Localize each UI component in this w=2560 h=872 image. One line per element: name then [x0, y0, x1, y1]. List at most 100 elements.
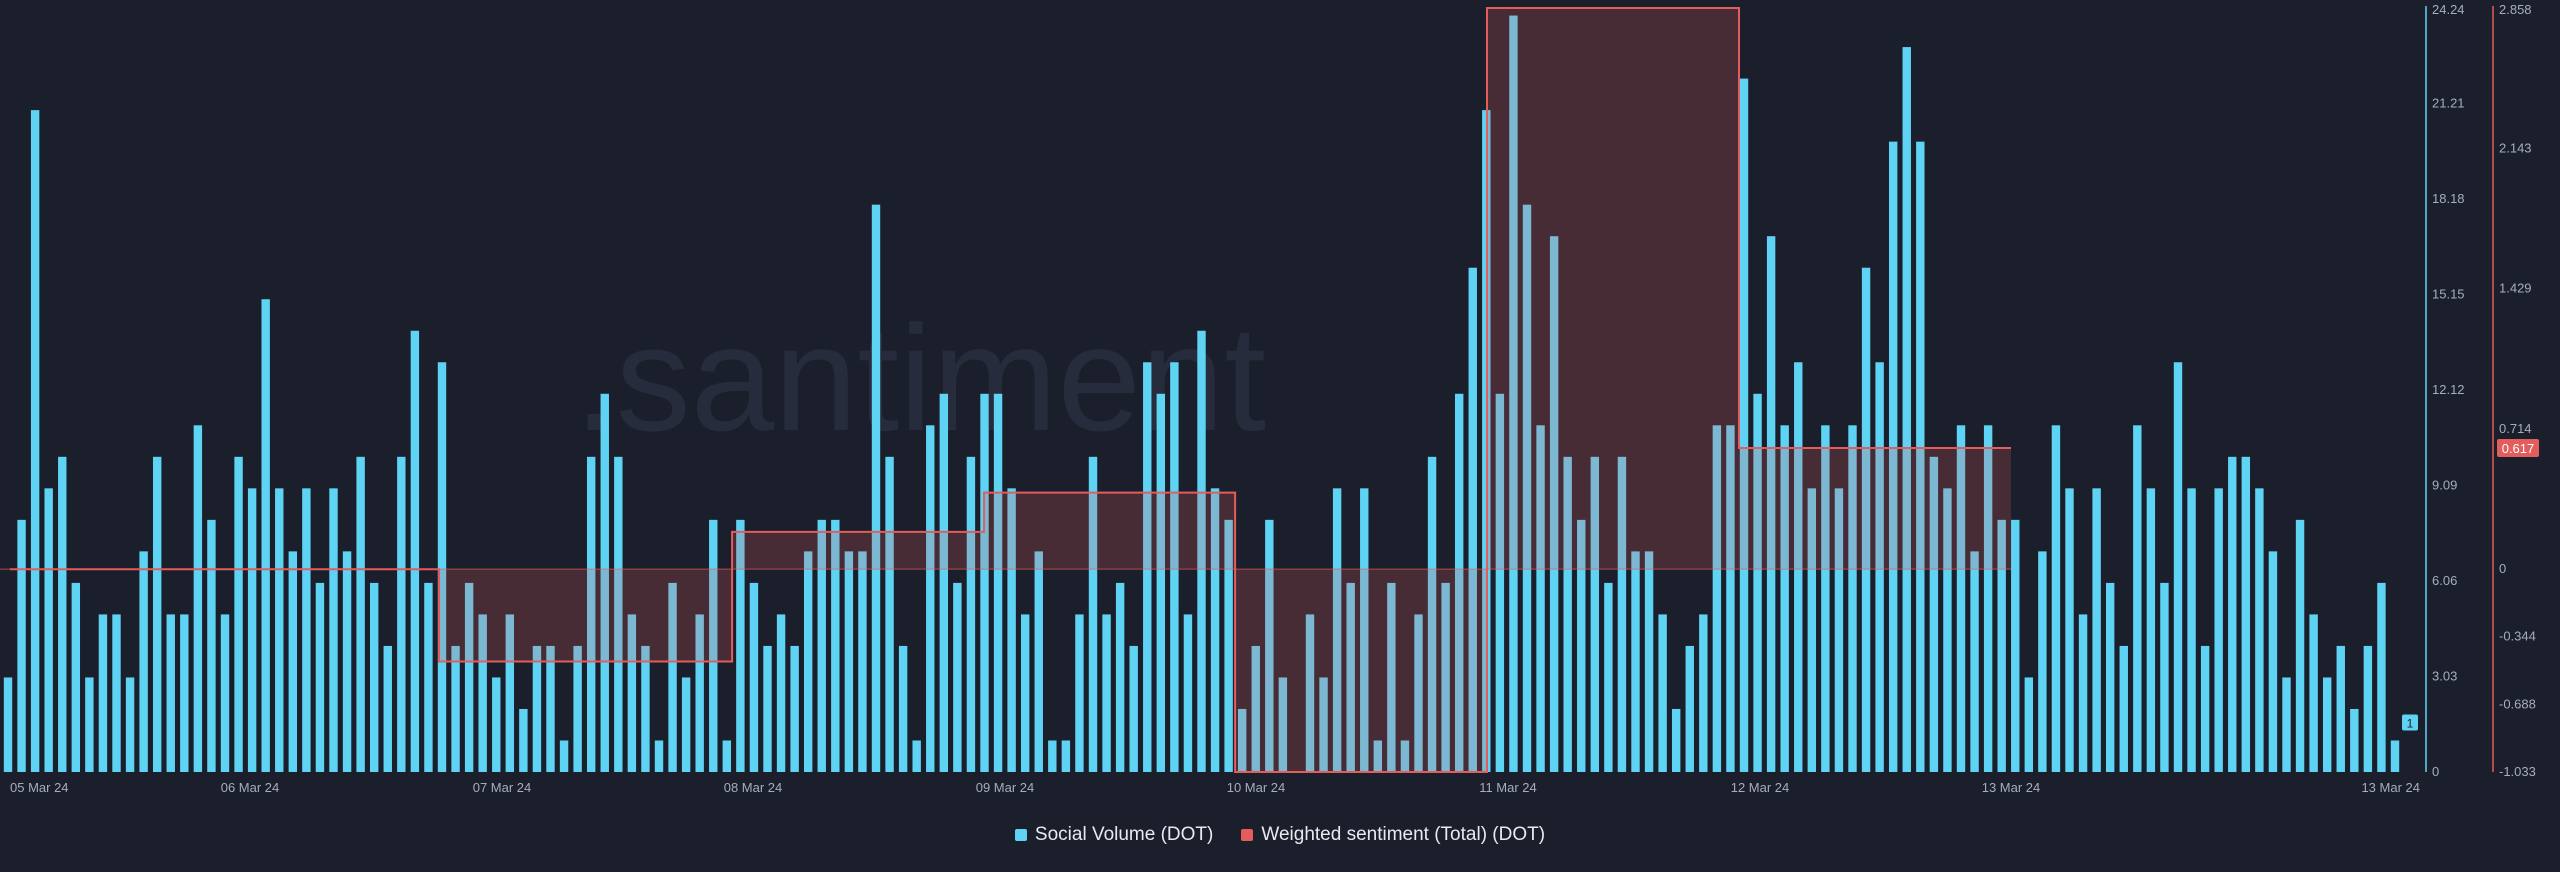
- social-volume-bar: [953, 582, 962, 772]
- social-volume-bar: [912, 740, 921, 772]
- social-volume-last-value: 1: [2407, 716, 2414, 730]
- social-volume-bar: [1197, 330, 1206, 772]
- social-volume-bar: [1726, 425, 1735, 772]
- sentiment-area: [10, 8, 2011, 772]
- social-volume-bar: [1400, 740, 1410, 772]
- social-volume-bar: [44, 488, 53, 772]
- legend-label-weighted-sentiment: Weighted sentiment (Total) (DOT): [1261, 824, 1546, 845]
- social-volume-bar: [220, 614, 230, 772]
- legend: Social Volume (DOT) Weighted sentiment (…: [0, 820, 2560, 850]
- social-volume-bar: [247, 488, 257, 772]
- social-volume-bar: [1929, 456, 1939, 772]
- social-volume-bar: [1807, 488, 1817, 772]
- social-volume-bar: [2078, 614, 2088, 772]
- social-volume-bar: [1766, 236, 1776, 772]
- social-volume-bar: [2214, 488, 2223, 772]
- social-volume-bar: [1685, 645, 1694, 772]
- legend-item-social-volume[interactable]: Social Volume (DOT): [1014, 824, 1214, 846]
- legend-item-weighted-sentiment[interactable]: Weighted sentiment (Total) (DOT): [1241, 824, 1545, 846]
- social-volume-bar: [993, 393, 1003, 772]
- social-volume-bar: [1129, 645, 1138, 772]
- sentiment-tick-label: 2.858: [2499, 2, 2532, 17]
- social-volume-tick-label: 21.21: [2432, 96, 2465, 111]
- social-volume-bar: [844, 551, 854, 772]
- social-volume-bar: [627, 614, 637, 772]
- social-volume-bar: [1861, 267, 1871, 772]
- social-volume-bar: [1970, 551, 1979, 772]
- social-volume-bar: [302, 488, 311, 772]
- social-volume-bar: [85, 677, 94, 772]
- social-volume-bar: [1387, 582, 1396, 772]
- social-volume-bar: [2282, 677, 2291, 772]
- social-volume-bar: [1454, 393, 1464, 772]
- social-volume-bar: [2268, 551, 2278, 772]
- social-volume-bar: [1590, 456, 1600, 772]
- social-volume-tick-label: 6.06: [2432, 573, 2457, 588]
- social-volume-bar: [424, 582, 433, 772]
- social-volume-bar: [1115, 582, 1125, 772]
- social-volume-bar: [1061, 740, 1071, 772]
- social-volume-bar: [1753, 393, 1762, 772]
- social-volume-bar: [2255, 488, 2264, 772]
- social-volume-bar: [492, 677, 501, 772]
- x-axis-date-label: 09 Mar 24: [976, 780, 1035, 795]
- social-volume-bar: [709, 519, 718, 772]
- social-volume-bar: [858, 551, 867, 772]
- weighted-sentiment-swatch: [1241, 829, 1254, 841]
- social-volume-bar: [1373, 740, 1383, 772]
- social-volume-bar: [2377, 582, 2386, 772]
- social-volume-bar: [2241, 456, 2251, 772]
- social-volume-tick-label: 18.18: [2432, 191, 2465, 206]
- social-volume-bar: [1739, 78, 1749, 773]
- social-volume-bar: [831, 519, 840, 772]
- social-volume-bar: [180, 614, 189, 772]
- social-volume-bar: [1848, 425, 1857, 772]
- sentiment-tick-label: 2.143: [2499, 140, 2532, 155]
- social-volume-bar: [315, 582, 325, 772]
- sentiment-line: [10, 7, 2011, 773]
- social-volume-bar: [885, 456, 894, 772]
- social-volume-bar: [464, 582, 474, 772]
- social-volume-bar: [1834, 488, 1844, 772]
- social-volume-bar: [1549, 236, 1559, 772]
- x-axis-date-label: 12 Mar 24: [1731, 780, 1790, 795]
- sentiment-tick-label: 0.714: [2499, 421, 2532, 436]
- social-volume-bar: [1237, 708, 1247, 772]
- social-volume-bar: [1346, 582, 1355, 772]
- social-volume-bar: [600, 393, 609, 772]
- social-volume-bar: [1414, 614, 1423, 772]
- social-volume-bar: [1644, 551, 1654, 772]
- social-volume-bar: [749, 582, 759, 772]
- social-volume-bar: [695, 614, 704, 772]
- social-volume-bar: [397, 456, 406, 772]
- social-volume-bar: [939, 393, 949, 772]
- social-volume-bar: [1780, 425, 1789, 772]
- social-volume-bar: [1143, 362, 1152, 772]
- social-volume-bar: [1278, 677, 1288, 772]
- social-volume-bar: [2295, 519, 2305, 772]
- social-volume-bar: [2051, 425, 2061, 772]
- social-volume-bar: [1048, 740, 1057, 772]
- social-volume-bar: [2133, 425, 2142, 772]
- social-volume-bar: [166, 614, 175, 772]
- legend-label-social-volume: Social Volume (DOT): [1034, 824, 1214, 845]
- social-volume-bar: [532, 645, 542, 772]
- social-volume-bar: [152, 456, 162, 772]
- social-volume-bar: [790, 645, 799, 772]
- social-volume-bar: [2309, 614, 2318, 772]
- social-volume-bar: [112, 614, 121, 772]
- social-volume-bar: [451, 645, 460, 772]
- x-axis-date-label: 10 Mar 24: [1227, 780, 1286, 795]
- social-volume-bar: [342, 551, 352, 772]
- social-volume-bar: [1156, 393, 1166, 772]
- social-volume-tick-label: 24.24: [2432, 2, 2465, 17]
- social-volume-bar: [1427, 456, 1437, 772]
- social-volume-bar: [559, 740, 569, 772]
- social-volume-bar: [817, 519, 826, 772]
- social-volume-bar: [1956, 425, 1966, 772]
- social-volume-bar: [1888, 141, 1898, 772]
- social-volume-bar: [1007, 488, 1016, 772]
- social-volume-bar: [614, 456, 623, 772]
- social-volume-bar: [1943, 488, 1952, 772]
- social-volume-bar: [898, 645, 908, 772]
